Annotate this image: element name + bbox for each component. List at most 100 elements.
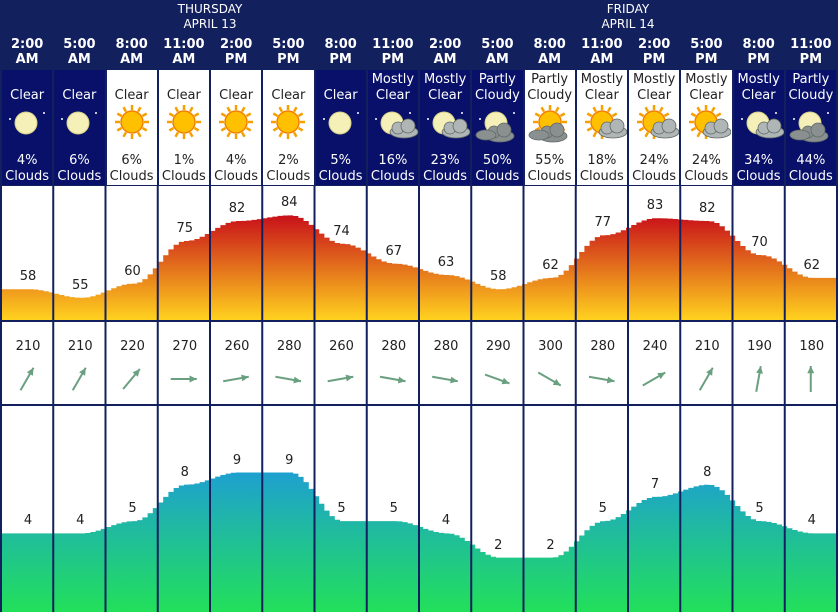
moon-cloudy-icon	[786, 105, 836, 145]
condition-line-1: Partly	[531, 72, 569, 87]
day-header: THURSDAY APRIL 13	[2, 0, 418, 34]
condition-line-1: Mostly	[423, 72, 467, 87]
wind-arrow-icon	[379, 375, 406, 384]
temperature-value: 58	[19, 269, 37, 285]
sun-icon	[263, 105, 313, 145]
condition-text: Clear	[159, 88, 209, 104]
cloud-label: Clouds	[318, 169, 363, 184]
condition-cell: Partly Cloudy 44% Clouds	[785, 70, 836, 185]
cloud-label: Clouds	[161, 169, 206, 184]
time-label: 5:00	[63, 37, 96, 52]
condition-line-2: Clear	[62, 88, 97, 103]
condition-line-1: Mostly	[685, 72, 728, 87]
wind-arrow-icon	[223, 374, 249, 383]
condition-cell: Clear 4% Clouds	[211, 70, 262, 185]
wind-direction-value: 280	[590, 339, 616, 354]
cloud-cover: 50% Clouds	[472, 153, 522, 185]
temperature-value: 82	[698, 201, 716, 217]
time-label: 2:00	[428, 37, 462, 52]
ampm-label: PM	[329, 52, 352, 67]
condition-line-2: Clear	[375, 88, 410, 103]
cloud-label: Clouds	[57, 169, 102, 184]
wind-direction-value: 180	[799, 339, 825, 354]
day-date: APRIL 13	[183, 17, 237, 31]
cloud-label: Clouds	[788, 169, 833, 184]
wind-speed-value: 4	[441, 513, 451, 529]
time-header: 11:00 AM	[158, 36, 209, 68]
wind-arrow-icon	[807, 366, 815, 392]
time-label: 5:00	[481, 37, 514, 52]
condition-text: Mostly Clear	[629, 72, 679, 104]
cloud-label: Clouds	[109, 169, 154, 184]
moon-cloud-icon	[734, 105, 784, 145]
wind-arrow-icon	[698, 367, 714, 391]
temperature-value: 75	[176, 220, 194, 236]
moon-icon	[2, 105, 52, 145]
cloud-percent: 50%	[482, 153, 512, 168]
condition-cell: Clear 6% Clouds	[54, 70, 105, 185]
condition-cell: Mostly Clear 23% Clouds	[420, 70, 471, 185]
condition-cell: Mostly Clear 18% Clouds	[576, 70, 627, 185]
cloud-cover: 6% Clouds	[107, 153, 157, 185]
cloud-percent: 1%	[173, 153, 195, 168]
wind-arrow-icon	[19, 367, 35, 391]
wind-arrow-icon	[484, 373, 510, 385]
condition-text: Clear	[263, 88, 313, 104]
wind-direction-value: 190	[747, 339, 772, 354]
wind-speed-value: 5	[389, 501, 398, 517]
condition-cell: Clear 5% Clouds	[315, 70, 366, 185]
condition-text: Partly Cloudy	[525, 72, 575, 104]
wind-speed-value: 5	[337, 501, 346, 517]
day-date: APRIL 14	[601, 17, 655, 31]
time-label: 11:00	[163, 37, 205, 52]
temperature-value: 82	[228, 201, 246, 217]
wind-speed-value: 2	[494, 537, 503, 553]
condition-text: Mostly Clear	[368, 72, 418, 104]
condition-line-2: Cloudy	[474, 88, 520, 103]
cloud-cover: 44% Clouds	[786, 153, 836, 185]
cloud-label: Clouds	[214, 169, 259, 184]
cloud-cover: 18% Clouds	[577, 153, 627, 185]
wind-speed-value: 7	[650, 476, 660, 492]
time-header: 8:00 PM	[733, 36, 784, 68]
temperature-value: 84	[280, 195, 298, 211]
cloud-cover: 4% Clouds	[211, 153, 261, 185]
condition-line-2: Clear	[166, 88, 201, 103]
cloud-percent: 55%	[535, 153, 565, 168]
cloud-cover: 4% Clouds	[2, 153, 52, 185]
time-header: 11:00 AM	[576, 36, 627, 68]
time-header: 2:00 PM	[211, 36, 262, 68]
condition-line-1: Mostly	[632, 72, 676, 87]
time-label: 2:00	[219, 37, 253, 52]
temperature-value: 77	[594, 215, 612, 231]
wind-direction-value: 260	[224, 339, 250, 354]
ampm-label: AM	[172, 52, 196, 67]
sun-cloud-icon	[577, 105, 627, 145]
wind-arrow-icon	[122, 368, 141, 390]
condition-line-2: Clear	[10, 88, 45, 103]
cloud-percent: 5%	[330, 153, 351, 168]
day-name: THURSDAY	[177, 2, 243, 16]
moon-cloudy-icon	[472, 105, 522, 145]
cloud-cover: 34% Clouds	[734, 153, 784, 185]
wind-direction-value: 220	[120, 339, 145, 354]
cloud-percent: 18%	[587, 153, 617, 168]
wind-speed-value: 4	[807, 513, 816, 529]
moon-icon	[54, 105, 104, 145]
condition-line-2: Clear	[323, 88, 358, 103]
ampm-label: AM	[590, 52, 614, 67]
condition-cell: Partly Cloudy 55% Clouds	[524, 70, 575, 185]
ampm-label: PM	[642, 52, 666, 67]
wind-direction-value: 290	[485, 339, 511, 354]
ampm-label: AM	[485, 52, 509, 67]
wind-direction-value: 210	[67, 339, 93, 354]
cloud-cover: 2% Clouds	[263, 153, 313, 185]
cloud-cover: 1% Clouds	[159, 153, 209, 185]
condition-line-1: Mostly	[737, 72, 780, 87]
cloud-percent: 24%	[639, 153, 669, 168]
wind-direction-value: 210	[15, 339, 41, 354]
time-label: 8:00	[115, 37, 148, 52]
temperature-value: 62	[542, 257, 559, 273]
wind-direction-value: 280	[433, 339, 459, 354]
wind-direction-value: 280	[276, 339, 302, 354]
